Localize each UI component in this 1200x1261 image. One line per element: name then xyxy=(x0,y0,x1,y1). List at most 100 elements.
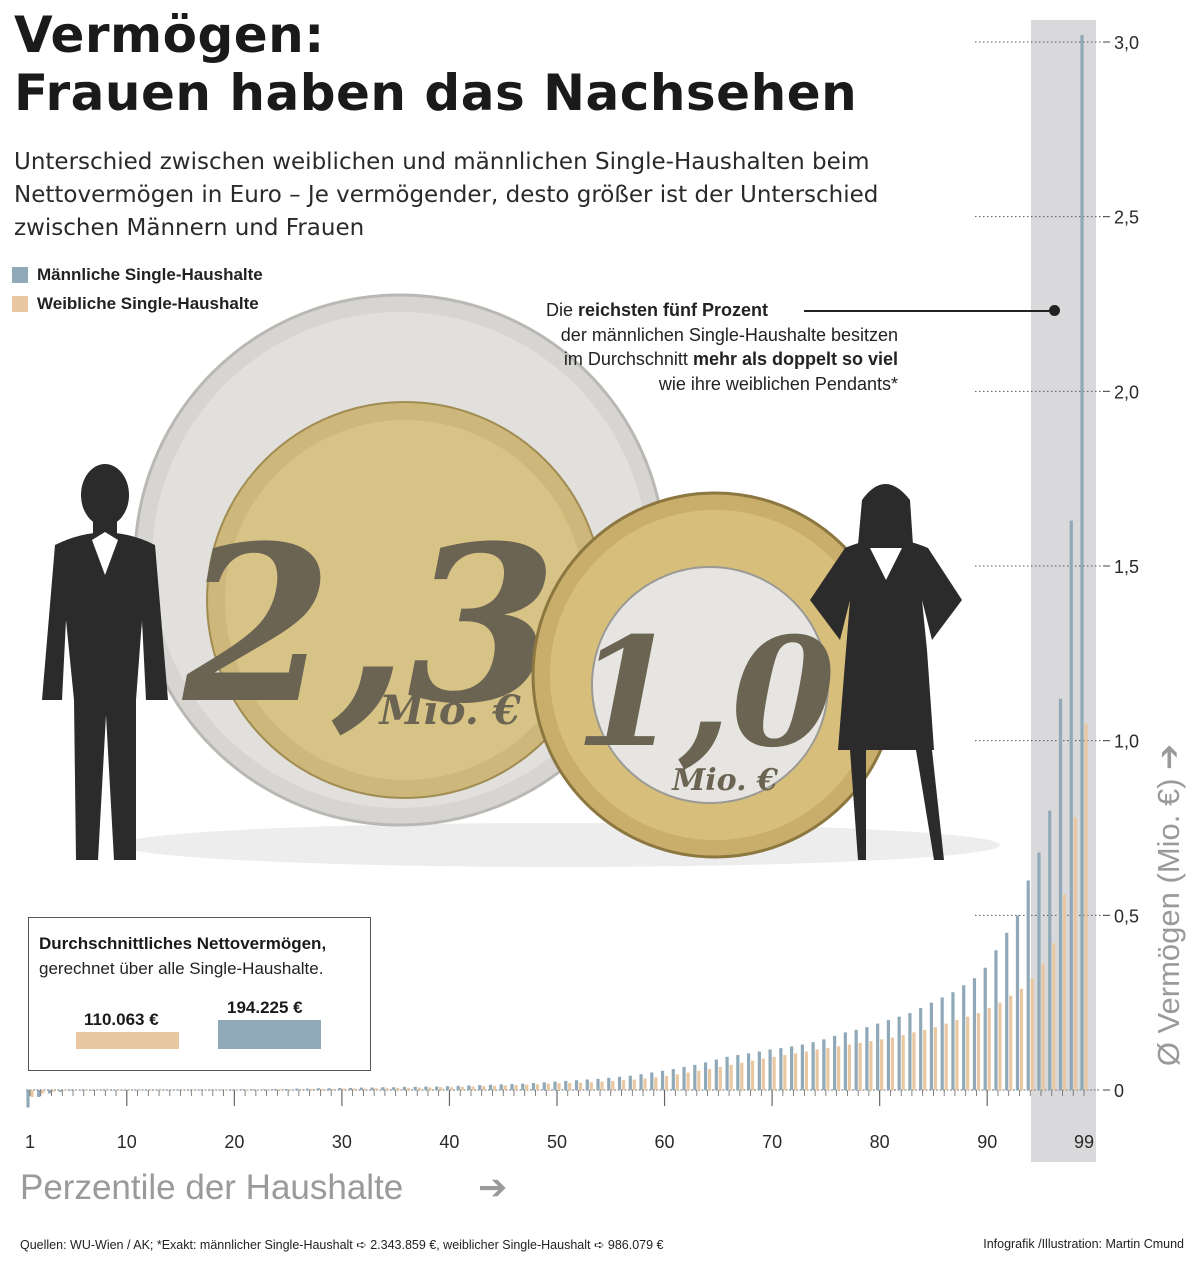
bar-male xyxy=(295,1088,299,1090)
x-tick-label: 90 xyxy=(977,1132,997,1152)
bar-male xyxy=(1026,880,1030,1090)
bar-female xyxy=(815,1049,819,1090)
bar-male xyxy=(510,1084,514,1090)
bar-female xyxy=(578,1082,583,1090)
small-coin-unit: Mio. € xyxy=(671,763,778,798)
bar-female xyxy=(449,1087,454,1090)
woman-silhouette xyxy=(810,484,962,860)
bar-female xyxy=(30,1090,34,1097)
bar-female xyxy=(84,1090,88,1091)
bar-male xyxy=(90,1090,95,1091)
bar-male xyxy=(370,1087,374,1090)
average-box-title: Durchschnittliches Nettovermögen, xyxy=(39,934,327,953)
x-tick-label: 60 xyxy=(655,1132,675,1152)
y-tick-label: 1,0 xyxy=(1114,732,1139,752)
bar-female xyxy=(675,1074,679,1090)
bar-female xyxy=(116,1090,120,1091)
bar-male xyxy=(876,1023,880,1090)
bar-male xyxy=(349,1087,353,1090)
bar-female xyxy=(837,1046,841,1090)
bar-female xyxy=(718,1066,722,1090)
bar-male xyxy=(101,1090,105,1091)
bar-female xyxy=(105,1090,109,1091)
bar-male xyxy=(187,1090,191,1091)
bar-female xyxy=(966,1016,970,1090)
bar-male xyxy=(47,1090,52,1094)
coin-shadow xyxy=(120,823,1000,867)
bar-female xyxy=(880,1039,884,1090)
bar-male xyxy=(822,1039,826,1090)
bar-male xyxy=(209,1089,213,1091)
annotation-leader-line xyxy=(804,310,1054,312)
bar-male xyxy=(306,1088,310,1090)
bar-female xyxy=(385,1088,389,1090)
bar-female xyxy=(783,1055,787,1090)
bar-female xyxy=(256,1089,260,1091)
bar-female xyxy=(557,1083,561,1090)
bar-female xyxy=(794,1053,798,1090)
bar-male xyxy=(133,1090,138,1091)
bar-male xyxy=(478,1085,482,1090)
average-male-bar xyxy=(218,1020,321,1049)
bar-male xyxy=(682,1066,686,1090)
bar-male xyxy=(564,1080,568,1090)
bar-male xyxy=(252,1089,256,1090)
bar-female xyxy=(643,1078,647,1090)
bar-female xyxy=(568,1083,572,1090)
bar-female xyxy=(535,1084,540,1090)
bar-female xyxy=(202,1090,206,1091)
annotation-part-5: wie ihre weiblichen Pendants* xyxy=(658,373,898,394)
bar-female xyxy=(1084,723,1088,1090)
title-line-1: Vermögen: xyxy=(14,6,325,64)
bar-female xyxy=(471,1086,475,1090)
bar-male xyxy=(962,985,966,1090)
bar-male xyxy=(736,1055,740,1090)
x-tick-label: 1 xyxy=(25,1132,35,1152)
bar-male xyxy=(488,1084,493,1090)
bar-male xyxy=(381,1087,385,1090)
bar-female xyxy=(62,1090,66,1091)
legend-label-male: Männliche Single-Haushalte xyxy=(37,264,263,284)
bar-male xyxy=(273,1088,277,1090)
annotation-emphasis-2: mehr als doppelt so viel xyxy=(692,349,898,369)
bar-male xyxy=(392,1087,396,1090)
bar-male xyxy=(833,1035,837,1090)
female-bars xyxy=(30,723,1088,1097)
bar-male xyxy=(951,992,955,1090)
y-tick-label: 3,0 xyxy=(1114,33,1139,53)
y-axis-title: Ø Vermögen (Mio. €) ➔ xyxy=(1151,744,1187,1066)
bar-male xyxy=(219,1089,224,1091)
page-subtitle: Unterschied zwischen weiblichen und männ… xyxy=(14,149,879,241)
bar-male xyxy=(198,1089,202,1091)
bar-male xyxy=(854,1029,858,1090)
bar-male xyxy=(693,1064,697,1090)
big-coin-center-inner xyxy=(225,420,585,780)
bar-female xyxy=(288,1089,292,1090)
bar-male xyxy=(725,1056,729,1090)
annotation-part-3: der männlichen Single-Haushalte besitzen… xyxy=(560,324,898,370)
bar-male xyxy=(865,1027,869,1090)
bar-male xyxy=(435,1086,439,1090)
bar-female xyxy=(460,1086,464,1090)
bar-female xyxy=(234,1089,238,1091)
bar-male xyxy=(919,1007,923,1090)
legend-label-female: Weibliche Single-Haushalte xyxy=(37,293,259,313)
bar-male xyxy=(617,1076,622,1090)
bar-male xyxy=(757,1051,761,1090)
bar-male xyxy=(908,1013,912,1090)
bar-female xyxy=(331,1088,335,1090)
bar-female xyxy=(686,1072,690,1090)
bar-male xyxy=(585,1079,589,1090)
legend-swatch-female xyxy=(12,295,28,312)
bar-female xyxy=(1062,894,1067,1090)
x-tick-label: 50 xyxy=(547,1132,567,1152)
bar-female xyxy=(127,1090,131,1091)
bar-female xyxy=(546,1083,550,1090)
y-tick-label: 1,5 xyxy=(1114,557,1139,577)
bar-female xyxy=(148,1090,152,1091)
x-tick-label: 99 xyxy=(1074,1132,1094,1152)
legend-swatch-male xyxy=(12,266,28,283)
y-axis-ticks: 0 0,5 1,0 1,5 2,0 2,5 3,0 xyxy=(1103,33,1139,1101)
page-title: Vermögen: Frauen haben das Nachsehen xyxy=(14,6,857,122)
